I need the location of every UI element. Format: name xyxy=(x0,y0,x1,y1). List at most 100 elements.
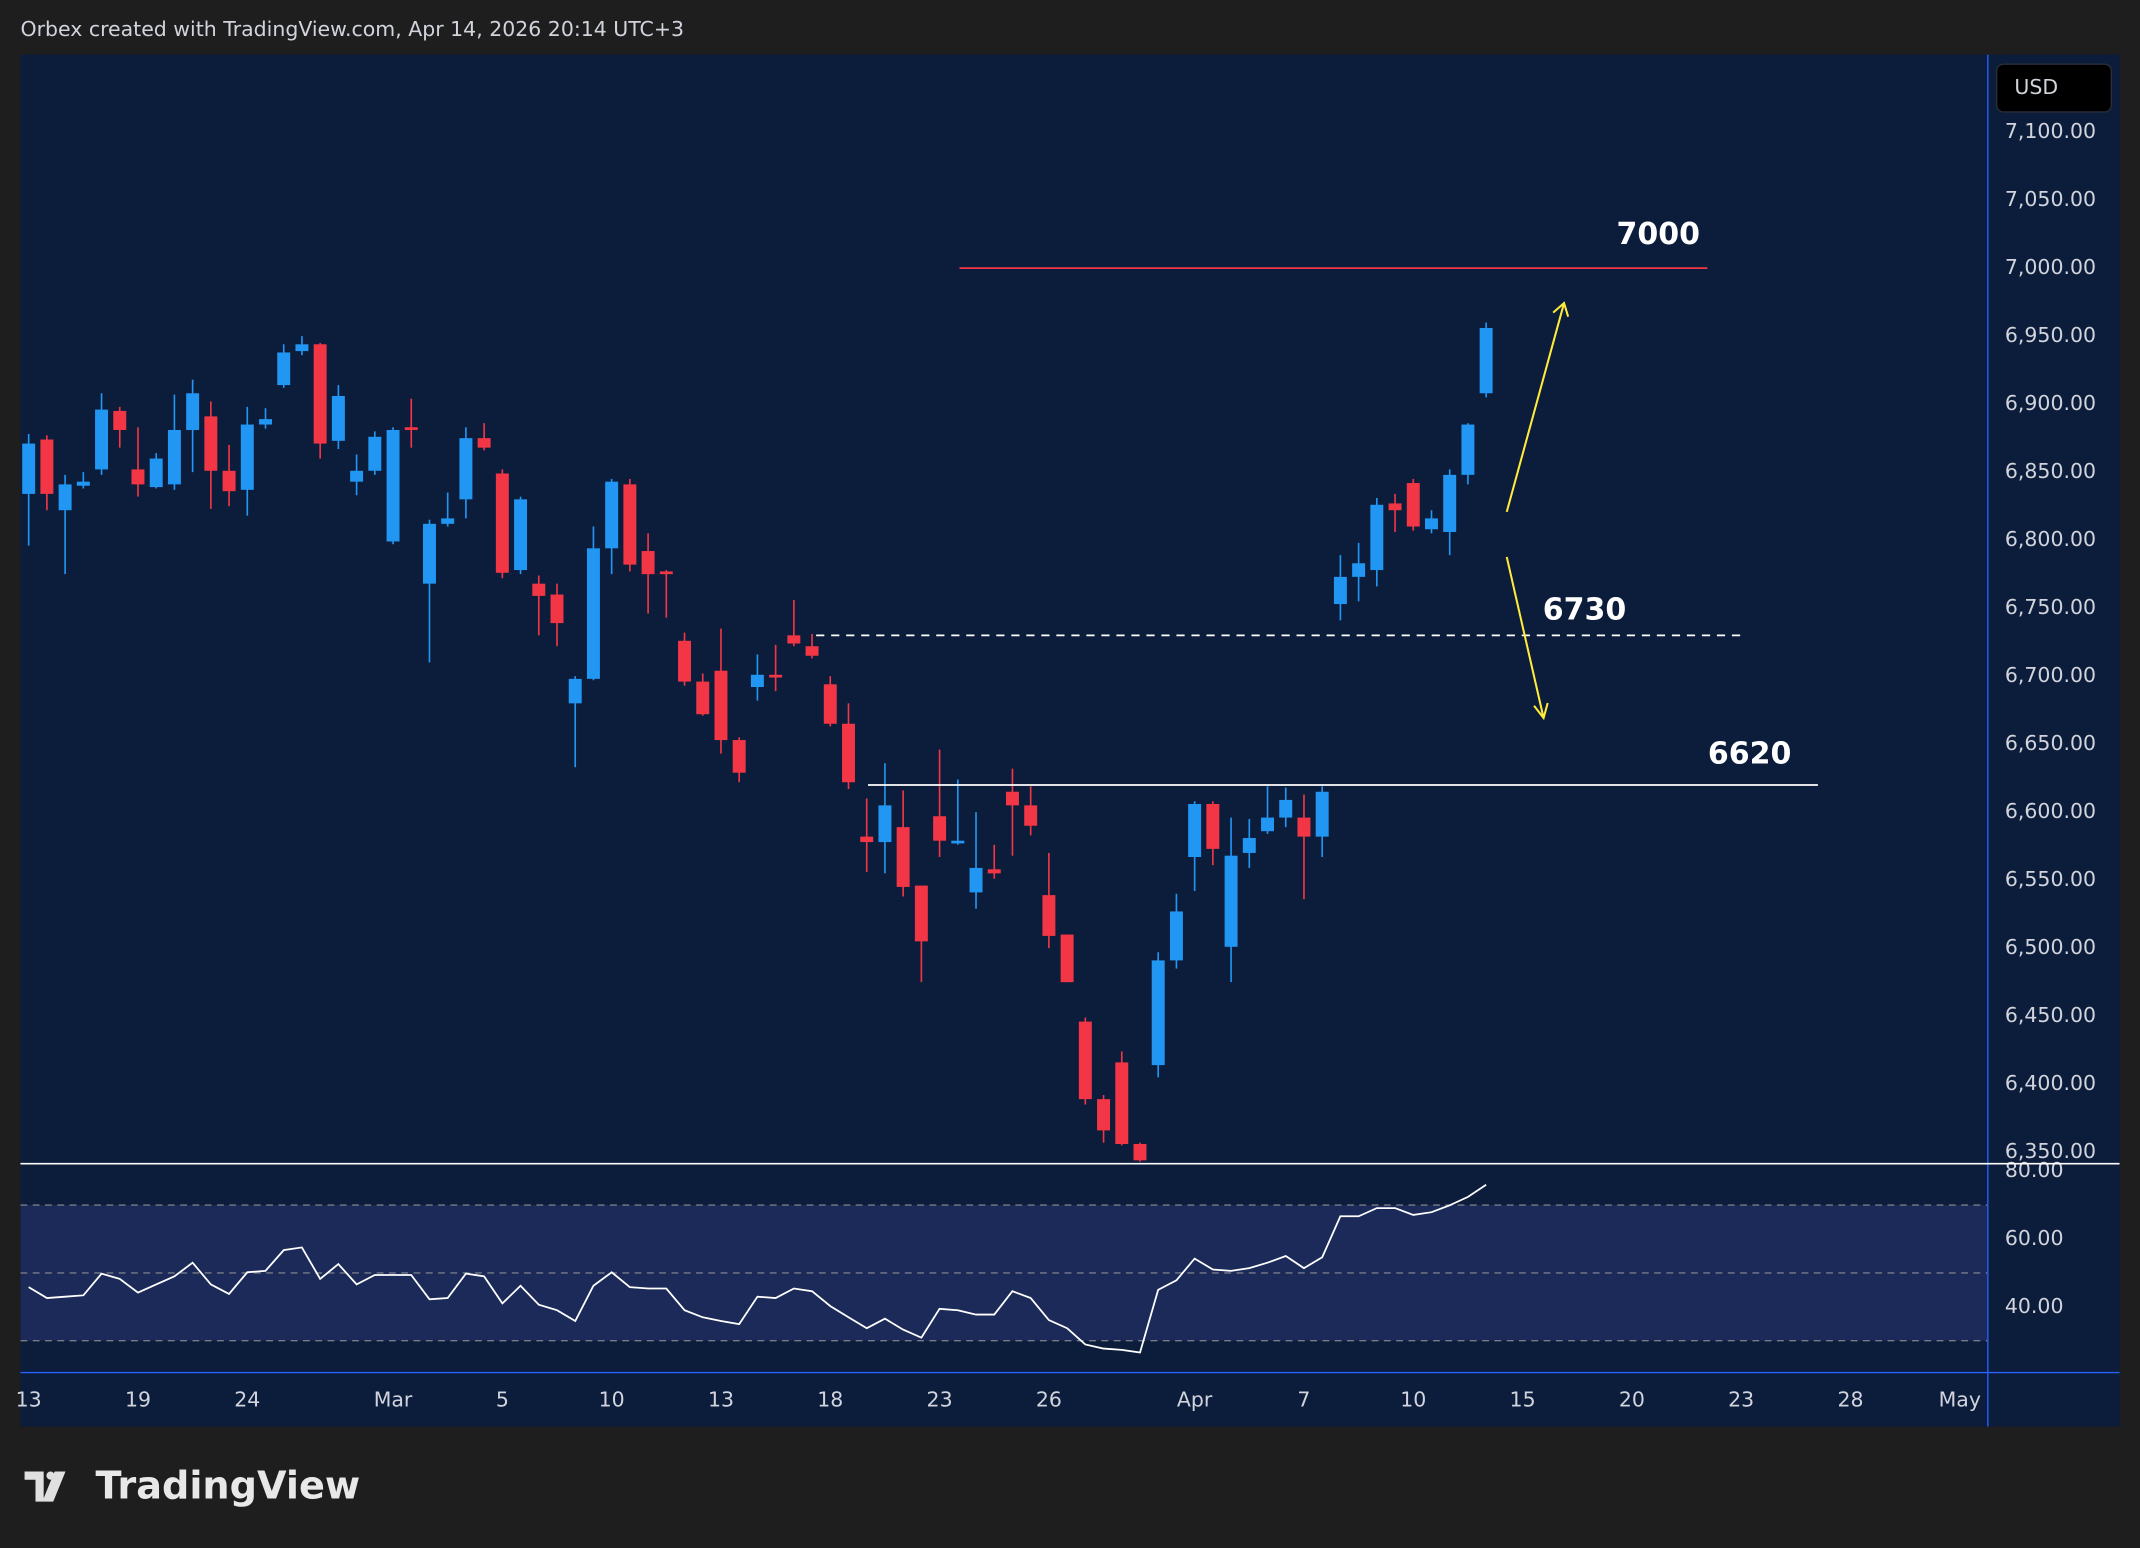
candle-body xyxy=(58,484,72,511)
candle-body xyxy=(787,635,801,644)
rsi-tick-label: 60.00 xyxy=(2005,1226,2064,1250)
candle-body xyxy=(1042,895,1056,936)
candle-body xyxy=(477,438,491,448)
candle-body xyxy=(914,885,928,942)
rsi-tick-label: 80.00 xyxy=(2005,1158,2064,1182)
candle-body xyxy=(987,869,1001,874)
candle-body xyxy=(1297,817,1311,837)
y-tick-label: 7,050.00 xyxy=(2005,187,2096,211)
logo-mark xyxy=(24,1471,66,1502)
candle-body xyxy=(95,409,109,470)
candle-body xyxy=(331,395,345,441)
candle-body xyxy=(568,678,582,704)
candle-body xyxy=(222,470,236,492)
y-tick-label: 6,450.00 xyxy=(2005,1003,2096,1027)
candle-body xyxy=(641,551,655,575)
level-label: 6620 xyxy=(1708,736,1792,771)
y-tick-label: 7,100.00 xyxy=(2005,119,2096,143)
candle-body xyxy=(659,571,673,575)
candle-body xyxy=(1115,1062,1129,1145)
candle-body xyxy=(1242,837,1256,853)
y-tick-label: 6,700.00 xyxy=(2005,663,2096,687)
rsi-pane xyxy=(20,1184,1988,1354)
candle-body xyxy=(167,429,181,485)
candle-body xyxy=(605,481,619,549)
y-tick-label: 6,950.00 xyxy=(2005,323,2096,347)
chart-area xyxy=(20,54,2120,1427)
candle-body xyxy=(1151,960,1165,1066)
candle-body xyxy=(313,344,327,444)
candle-body xyxy=(823,684,837,724)
candle-body xyxy=(696,681,710,715)
candle-body xyxy=(40,439,54,494)
candle-body xyxy=(295,344,309,352)
arrow-down xyxy=(1505,556,1545,719)
candle-body xyxy=(951,840,965,844)
x-tick-label: 23 xyxy=(927,1388,953,1412)
candle-body xyxy=(1097,1099,1111,1131)
x-tick-label: 13 xyxy=(708,1388,734,1412)
x-tick-label: 18 xyxy=(817,1388,843,1412)
candle-body xyxy=(1005,791,1019,806)
candle-body xyxy=(1352,563,1366,577)
x-tick-label: 19 xyxy=(125,1388,151,1412)
candle-body xyxy=(623,484,637,565)
x-tick-label: 10 xyxy=(1400,1388,1426,1412)
candle-body xyxy=(1261,817,1275,832)
candle-body xyxy=(1315,791,1329,837)
candle-body xyxy=(386,429,400,542)
y-tick-label: 6,900.00 xyxy=(2005,391,2096,415)
candle-body xyxy=(113,410,127,430)
x-tick-label: Mar xyxy=(374,1388,413,1412)
candle-body xyxy=(259,419,272,425)
y-tick-label: 6,800.00 xyxy=(2005,527,2096,551)
candle-body xyxy=(532,583,546,596)
arrow-up-head xyxy=(1552,301,1570,317)
candle-body xyxy=(878,805,892,843)
y-tick-label: 6,400.00 xyxy=(2005,1071,2096,1095)
candle-body xyxy=(1133,1144,1147,1161)
candle-body xyxy=(1443,474,1457,532)
candle-body xyxy=(131,469,145,485)
candle-body xyxy=(514,499,528,571)
x-tick-label: 28 xyxy=(1837,1388,1863,1412)
y-tick-label: 6,600.00 xyxy=(2005,799,2096,823)
candle-body xyxy=(22,443,36,494)
candle-body xyxy=(404,427,418,430)
candle-body xyxy=(459,438,473,500)
candle-body xyxy=(678,640,692,682)
candle-body xyxy=(149,458,163,488)
candle-body xyxy=(1279,799,1293,818)
arrows xyxy=(1505,301,1570,721)
currency: USD xyxy=(2014,75,2058,99)
candle-body xyxy=(860,836,874,843)
y-tick-label: 6,350.00 xyxy=(2005,1139,2096,1163)
price-pane xyxy=(22,267,1818,1162)
candle-body xyxy=(1461,424,1475,475)
x-tick-label: 5 xyxy=(496,1388,509,1412)
candle-body xyxy=(842,723,855,783)
currency-box xyxy=(1996,63,2113,113)
candle-body xyxy=(277,352,291,386)
candle-body xyxy=(732,740,746,773)
candle-body xyxy=(896,827,910,887)
candle-body xyxy=(76,481,90,486)
x-tick-label: May xyxy=(1939,1388,1981,1412)
candle-body xyxy=(1188,803,1202,858)
candle-body xyxy=(240,424,254,490)
brand: TradingView xyxy=(96,1464,361,1508)
x-tick-label: Apr xyxy=(1177,1388,1213,1412)
candle-body xyxy=(368,436,382,471)
rsi-tick-label: 40.00 xyxy=(2005,1294,2064,1318)
x-tick-label: 7 xyxy=(1297,1388,1310,1412)
candle-body xyxy=(1169,911,1183,961)
candle-body xyxy=(586,548,600,679)
candle-body xyxy=(1224,855,1238,947)
x-tick-label: 26 xyxy=(1036,1388,1062,1412)
candle-body xyxy=(769,674,783,678)
logo-dot xyxy=(46,1471,55,1480)
candle-body xyxy=(1333,576,1347,605)
candle-body xyxy=(1406,483,1420,527)
candle-body xyxy=(1388,503,1402,511)
